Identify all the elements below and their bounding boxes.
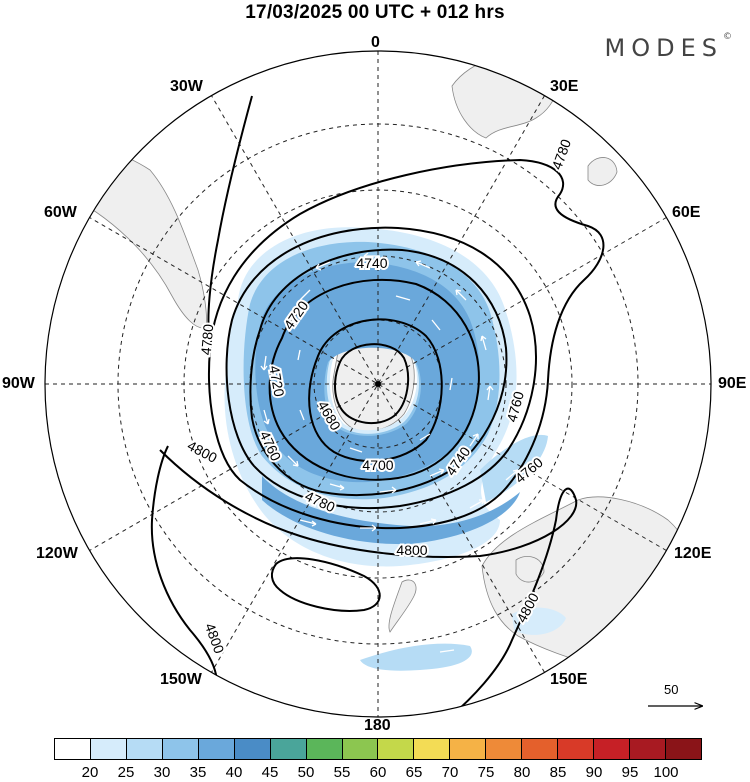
- colorbar-swatch: [450, 739, 487, 759]
- brand-text: MODES: [604, 34, 723, 62]
- contour-label: 4800: [185, 437, 220, 466]
- wind-jet-lower: [262, 476, 520, 545]
- africa-land: [451, 53, 559, 139]
- contour-4680: [334, 343, 410, 425]
- colorbar-swatch: [486, 739, 523, 759]
- colorbar-swatch: [522, 739, 559, 759]
- colorbar-tick-label: 80: [513, 764, 531, 781]
- colorbar-swatch: [630, 739, 666, 759]
- new-zealand-land: [388, 579, 417, 633]
- lon-label-60w: 60W: [44, 204, 77, 221]
- colorbar-tick-label: 50: [297, 764, 315, 781]
- contour-label: 4780: [548, 137, 574, 172]
- colorbar-swatch: [594, 739, 630, 759]
- wind-vectors: [260, 252, 519, 653]
- contour-4740: [249, 248, 508, 497]
- colorbar-tick-label: 65: [405, 764, 423, 781]
- contour-4700: [308, 318, 443, 463]
- colorbar-tick-label: 30: [153, 764, 171, 781]
- height-contours: [150, 95, 605, 717]
- copyright-mark: ©: [723, 32, 732, 42]
- contour-label: 4800: [396, 542, 427, 558]
- colorbar-swatch: [665, 739, 701, 759]
- south-america-land: [49, 143, 207, 329]
- contour-4720: [268, 278, 480, 481]
- lon-label-60e: 60E: [672, 204, 701, 221]
- landmasses: [49, 53, 703, 669]
- wind-jet-tail: [480, 434, 548, 502]
- lon-label-90w: 90W: [2, 375, 35, 392]
- colorbar-swatch: [126, 739, 163, 759]
- wind-speed-shading: [224, 227, 566, 671]
- colorbar-tick-label: 100: [653, 764, 679, 781]
- contour-label: 4740: [356, 255, 387, 271]
- lon-label-0: 0: [371, 34, 380, 51]
- madagascar-land: [587, 157, 618, 186]
- colorbar-tick-labels: 20 25 30 35 40 45 50 55 60 65 70 75 80 85 90 95 100: [54, 764, 702, 782]
- colorbar-tick-label: 40: [225, 764, 243, 781]
- colorbar: [54, 738, 702, 760]
- colorbar-swatch: [378, 739, 415, 759]
- australia-land: [481, 496, 703, 669]
- colorbar-tick-label: 35: [189, 764, 207, 781]
- colorbar-swatch: [558, 739, 595, 759]
- south-pole-dot: [375, 381, 381, 387]
- colorbar-tick-label: 60: [369, 764, 387, 781]
- contour-4760: [225, 226, 537, 510]
- colorbar-tick-label: 20: [81, 764, 99, 781]
- contour-label: 4700: [362, 457, 393, 473]
- lon-label-90e: 90E: [718, 375, 747, 392]
- colorbar-tick-label: 85: [549, 764, 567, 781]
- contour-label: 4760: [503, 389, 527, 423]
- wind-patch-southeast: [512, 607, 566, 635]
- tasmania-land: [515, 556, 545, 583]
- wind-band-core: [255, 262, 480, 483]
- colorbar-swatch: [342, 739, 379, 759]
- lon-label-30w: 30W: [170, 78, 203, 95]
- colorbar-tick-label: 95: [621, 764, 639, 781]
- lon-label-30e: 30E: [550, 78, 579, 95]
- colorbar-tick-label: 45: [261, 764, 279, 781]
- colorbar-tick-label: 75: [477, 764, 495, 781]
- contour-4800-closed: [270, 557, 381, 612]
- lon-label-120w: 120W: [36, 545, 78, 562]
- lon-label-180: 180: [364, 717, 391, 734]
- colorbar-tick-label: 25: [117, 764, 135, 781]
- colorbar-swatch: [198, 739, 235, 759]
- colorbar-swatch: [414, 739, 451, 759]
- colorbar-swatch: [306, 739, 343, 759]
- lon-label-120e: 120E: [674, 545, 712, 562]
- wind-patch-south: [360, 643, 472, 671]
- colorbar-swatch: [55, 739, 91, 759]
- map-title: 17/03/2025 00 UTC + 012 hrs: [245, 2, 505, 23]
- vector-scale-label: 50: [664, 682, 679, 697]
- colorbar-swatch: [162, 739, 199, 759]
- colorbar-tick-label: 55: [333, 764, 351, 781]
- contour-4780: [208, 158, 605, 530]
- globe-boundary: [44, 50, 712, 718]
- lon-label-150e: 150E: [550, 671, 588, 688]
- colorbar-tick-label: 70: [441, 764, 459, 781]
- colorbar-swatch: [270, 739, 307, 759]
- colorbar-tick-label: 90: [585, 764, 603, 781]
- brand-logo: MODES©: [604, 32, 732, 62]
- contour-label: 4780: [198, 323, 217, 356]
- colorbar-swatch: [90, 739, 127, 759]
- colorbar-swatch: [234, 739, 271, 759]
- lon-label-150w: 150W: [160, 671, 202, 688]
